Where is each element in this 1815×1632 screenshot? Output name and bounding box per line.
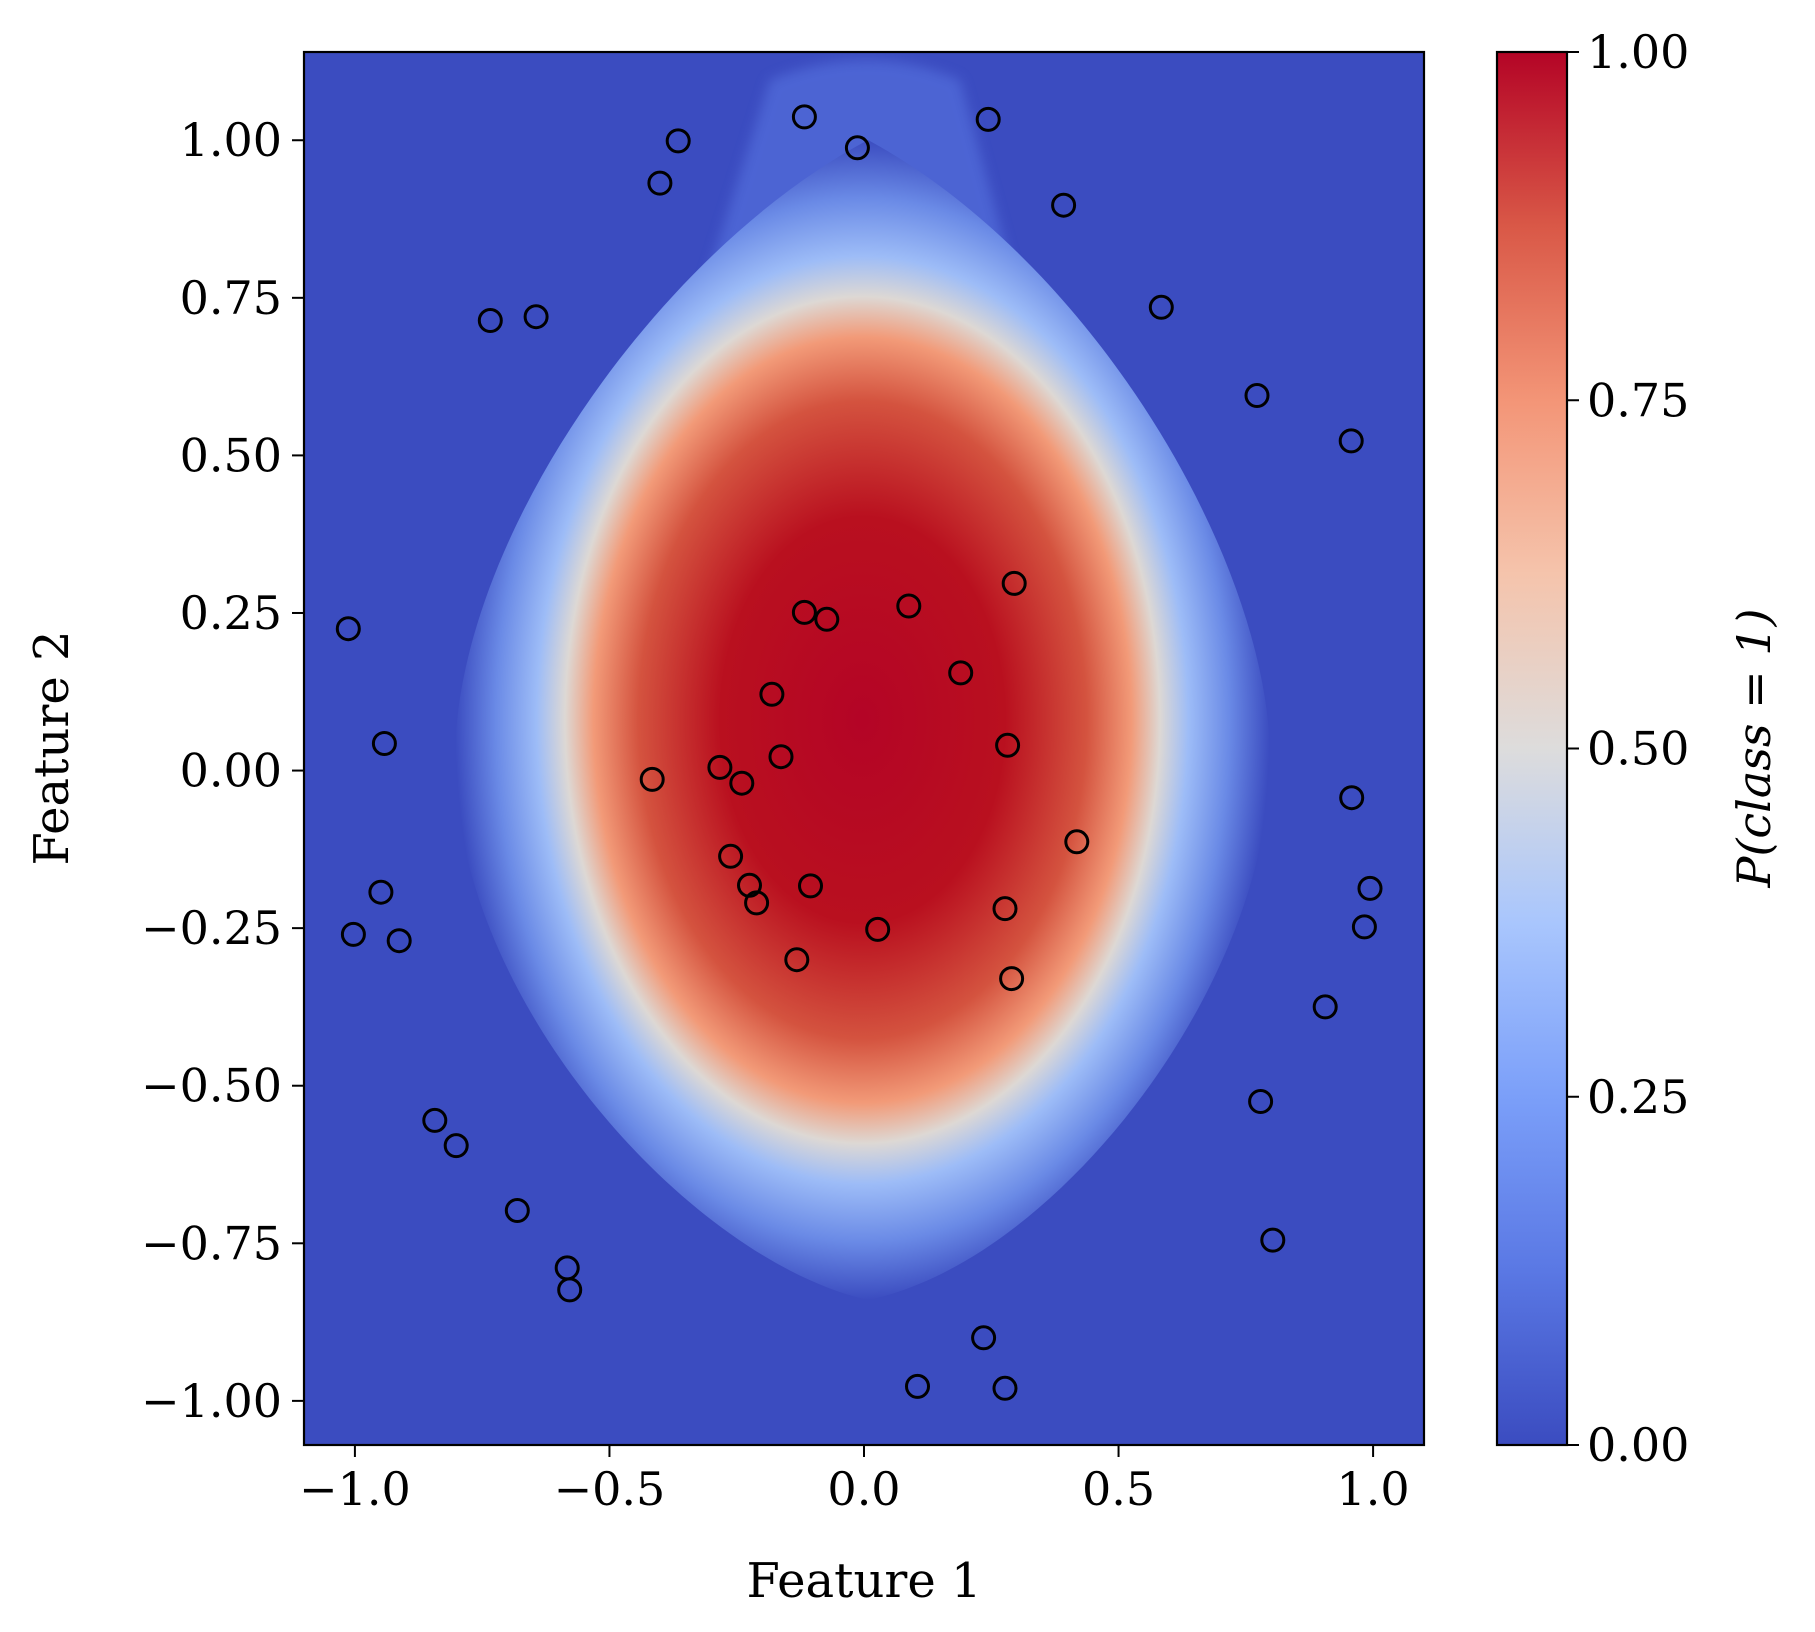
y-tick-label: −0.25 xyxy=(141,901,282,955)
data-point xyxy=(995,732,1021,758)
data-point xyxy=(557,1277,583,1303)
data-point xyxy=(814,606,840,632)
data-point xyxy=(992,1375,1018,1401)
data-point xyxy=(335,616,361,642)
data-point xyxy=(647,170,673,196)
data-point xyxy=(791,599,817,625)
data-point xyxy=(948,660,974,686)
scatter-points xyxy=(335,104,1383,1401)
data-point xyxy=(1001,570,1027,596)
data-point xyxy=(443,1133,469,1159)
y-tick-label: 0.00 xyxy=(180,744,282,798)
data-point xyxy=(1339,785,1365,811)
data-point xyxy=(477,308,503,333)
data-point xyxy=(340,921,366,947)
data-point xyxy=(1244,383,1270,408)
data-point xyxy=(999,966,1025,992)
x-tick-label: −0.5 xyxy=(554,1462,666,1516)
data-point xyxy=(1338,428,1364,454)
data-point xyxy=(422,1107,448,1133)
y-tick-label: 0.50 xyxy=(180,428,282,482)
colorbar-tick-label: 1.00 xyxy=(1587,25,1689,79)
data-point xyxy=(368,879,394,905)
y-tick-label: −1.00 xyxy=(141,1374,282,1428)
x-tick-label: 1.0 xyxy=(1337,1462,1410,1516)
data-point xyxy=(1148,294,1174,320)
data-point xyxy=(798,873,823,899)
colorbar-tick-label: 0.75 xyxy=(1587,373,1689,427)
data-point xyxy=(523,304,549,330)
x-tick-label: −1.0 xyxy=(299,1462,411,1516)
data-point xyxy=(865,916,891,942)
data-point xyxy=(905,1373,930,1399)
y-tick-label: −0.50 xyxy=(141,1059,282,1113)
colorbar-label: P(class = 1) xyxy=(1727,608,1781,888)
data-point xyxy=(784,947,810,973)
data-point xyxy=(844,135,870,161)
data-point xyxy=(744,890,770,916)
x-axis-label: Feature 1 xyxy=(746,1553,981,1609)
y-tick-label: 0.75 xyxy=(180,271,282,325)
data-point xyxy=(791,104,817,130)
data-point xyxy=(729,770,755,796)
data-point xyxy=(386,928,412,954)
colorbar-tick-label: 0.00 xyxy=(1587,1418,1689,1472)
x-tick-label: 0.5 xyxy=(1082,1462,1155,1516)
data-point xyxy=(707,754,733,780)
data-point xyxy=(639,766,665,792)
data-point xyxy=(1260,1227,1286,1253)
data-point xyxy=(759,681,785,707)
y-axis-label: Feature 2 xyxy=(24,630,80,865)
x-tick-label: 0.0 xyxy=(827,1462,900,1516)
y-tick-label: −0.75 xyxy=(141,1216,282,1270)
data-point xyxy=(665,128,691,154)
data-point xyxy=(971,1325,997,1351)
data-point xyxy=(768,744,794,770)
data-point xyxy=(371,731,397,756)
y-axis-ticks: 1.00 0.75 0.50 0.25 0.00 −0.25 −0.50 −0.75 −1.00 xyxy=(141,113,304,1428)
data-point xyxy=(992,896,1018,922)
colorbar-tick-label: 0.50 xyxy=(1587,722,1689,776)
data-point xyxy=(896,593,922,619)
colorbar-ticks: 1.00 0.75 0.50 0.25 0.00 xyxy=(1567,25,1689,1472)
x-axis-ticks: −1.0 −0.5 0.0 0.5 1.0 xyxy=(299,1445,1410,1516)
data-point xyxy=(1351,914,1377,940)
data-point xyxy=(1312,994,1338,1020)
data-point xyxy=(1357,875,1383,901)
heatmap-probability-region xyxy=(455,140,1270,1300)
data-point xyxy=(975,106,1001,132)
y-tick-label: 1.00 xyxy=(180,113,282,167)
data-point xyxy=(718,843,744,869)
colorbar xyxy=(1495,50,1569,1447)
colorbar-tick-label: 0.25 xyxy=(1587,1070,1689,1124)
probability-heatmap xyxy=(304,52,1424,1445)
y-tick-label: 0.25 xyxy=(180,586,282,640)
data-point xyxy=(504,1198,530,1223)
data-point xyxy=(1248,1089,1274,1114)
data-point xyxy=(1051,192,1077,218)
data-point xyxy=(1064,829,1090,855)
